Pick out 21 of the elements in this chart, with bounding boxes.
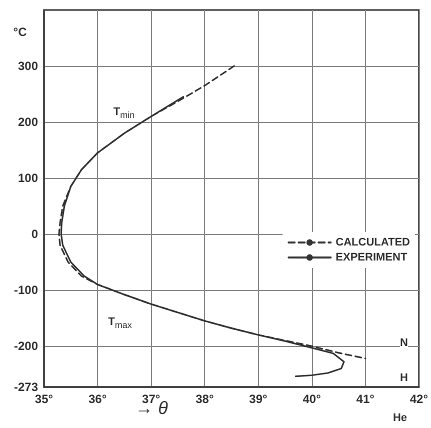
x-tick-label: 38° [196,392,214,406]
y-tick-label: 0 [31,227,38,242]
annotation: N [400,337,408,349]
y-tick-label: -273 [14,380,38,394]
y-tick-label: 200 [18,115,38,130]
y-tick-label: -100 [14,283,38,298]
legend-label: CALCULATED [336,236,410,248]
x-tick-label: 39° [249,392,268,406]
y-tick-label: 300 [18,59,38,74]
x-tick-label: 37° [142,392,160,406]
y-tick-label: -200 [14,339,38,354]
y-axis-title: °C [13,25,28,39]
x-tick-label: 42° [410,392,428,406]
y-tick-label: 100 [18,171,38,186]
annotation: H [400,372,408,384]
x-tick-label: 35° [34,392,54,406]
x-tick-label: 41° [356,392,375,406]
text: He [392,412,408,424]
x-tick-label: 40° [302,392,322,406]
legend-label: EXPERIMENT [336,252,408,264]
x-tick-label: 36° [88,392,107,406]
